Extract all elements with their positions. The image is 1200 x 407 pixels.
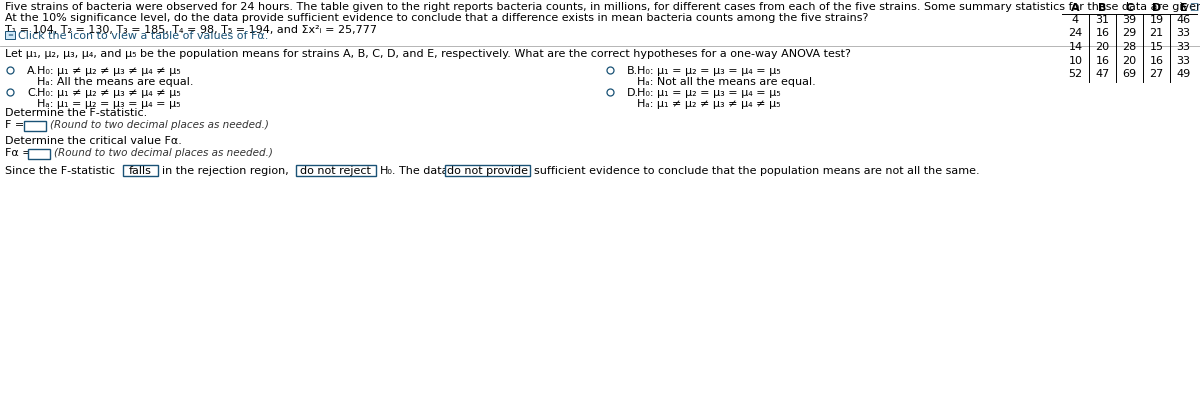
- Text: H₀.: H₀.: [379, 166, 396, 176]
- Text: 21: 21: [1150, 28, 1164, 39]
- Text: H₀: μ₁ = μ₂ = μ₃ = μ₄ = μ₅: H₀: μ₁ = μ₂ = μ₃ = μ₄ = μ₅: [637, 66, 781, 76]
- Text: T₁ = 104, T₂ = 130, T₃ = 185, T₄ = 98, T₅ = 194, and Σx²ᵢ = 25,777: T₁ = 104, T₂ = 130, T₃ = 185, T₄ = 98, T…: [5, 25, 377, 35]
- Text: 24: 24: [1068, 28, 1082, 39]
- Text: 10: 10: [1068, 55, 1082, 66]
- Text: 20: 20: [1122, 55, 1136, 66]
- Text: Determine the critical value Fα.: Determine the critical value Fα.: [5, 136, 182, 146]
- Text: D: D: [1152, 3, 1162, 13]
- Text: C: C: [1126, 3, 1134, 13]
- Text: A.: A.: [28, 66, 38, 76]
- FancyBboxPatch shape: [24, 121, 46, 131]
- Text: 39: 39: [1122, 15, 1136, 25]
- Text: 33: 33: [1176, 42, 1190, 52]
- Text: Click the icon to view a table of values of Fα.: Click the icon to view a table of values…: [18, 31, 269, 41]
- FancyBboxPatch shape: [445, 165, 530, 176]
- Text: 49: 49: [1176, 69, 1190, 79]
- Text: sufficient evidence to conclude that the population means are not all the same.: sufficient evidence to conclude that the…: [534, 166, 979, 176]
- Text: 16: 16: [1150, 55, 1164, 66]
- FancyBboxPatch shape: [5, 31, 14, 39]
- Text: 31: 31: [1096, 15, 1110, 25]
- Text: B.: B.: [628, 66, 638, 76]
- Text: H₀: μ₁ ≠ μ₂ ≠ μ₃ ≠ μ₄ ≠ μ₅: H₀: μ₁ ≠ μ₂ ≠ μ₃ ≠ μ₄ ≠ μ₅: [37, 88, 181, 98]
- Text: Hₐ: All the means are equal.: Hₐ: All the means are equal.: [37, 77, 193, 87]
- Text: (Round to two decimal places as needed.): (Round to two decimal places as needed.): [54, 148, 272, 158]
- Text: 28: 28: [1122, 42, 1136, 52]
- FancyBboxPatch shape: [28, 149, 50, 159]
- Text: □: □: [1189, 2, 1198, 12]
- Text: falls: falls: [128, 166, 151, 175]
- Text: 19: 19: [1150, 15, 1164, 25]
- Text: Hₐ: Not all the means are equal.: Hₐ: Not all the means are equal.: [637, 77, 816, 87]
- Text: H₀: μ₁ ≠ μ₂ ≠ μ₃ ≠ μ₄ ≠ μ₅: H₀: μ₁ ≠ μ₂ ≠ μ₃ ≠ μ₄ ≠ μ₅: [37, 66, 181, 76]
- Text: Determine the F-statistic.: Determine the F-statistic.: [5, 108, 148, 118]
- Text: Fα =: Fα =: [5, 148, 31, 158]
- Text: 52: 52: [1068, 69, 1082, 79]
- Text: E: E: [1180, 3, 1187, 13]
- Text: 16: 16: [1096, 55, 1110, 66]
- Text: 27: 27: [1150, 69, 1164, 79]
- FancyBboxPatch shape: [122, 165, 158, 176]
- Text: B: B: [1098, 3, 1106, 13]
- Text: 29: 29: [1122, 28, 1136, 39]
- Text: Hₐ: μ₁ ≠ μ₂ ≠ μ₃ ≠ μ₄ ≠ μ₅: Hₐ: μ₁ ≠ μ₂ ≠ μ₃ ≠ μ₄ ≠ μ₅: [637, 99, 780, 109]
- Text: do not provide: do not provide: [446, 166, 528, 175]
- Text: At the 10% significance level, do the data provide sufficient evidence to conclu: At the 10% significance level, do the da…: [5, 13, 869, 23]
- Text: D.: D.: [628, 88, 640, 98]
- Text: 46: 46: [1176, 15, 1190, 25]
- Text: F =: F =: [5, 120, 24, 130]
- Text: 15: 15: [1150, 42, 1164, 52]
- Text: C.: C.: [28, 88, 38, 98]
- Text: 33: 33: [1176, 28, 1190, 39]
- Text: The data: The data: [398, 166, 449, 176]
- FancyBboxPatch shape: [296, 165, 376, 176]
- Text: 47: 47: [1096, 69, 1110, 79]
- Text: Let μ₁, μ₂, μ₃, μ₄, and μ₅ be the population means for strains A, B, C, D, and E: Let μ₁, μ₂, μ₃, μ₄, and μ₅ be the popula…: [5, 49, 851, 59]
- Text: Hₐ: μ₁ = μ₂ = μ₃ = μ₄ = μ₅: Hₐ: μ₁ = μ₂ = μ₃ = μ₄ = μ₅: [37, 99, 180, 109]
- Text: 4: 4: [1072, 15, 1079, 25]
- Text: =: =: [7, 32, 13, 38]
- Text: H₀: μ₁ = μ₂ = μ₃ = μ₄ = μ₅: H₀: μ₁ = μ₂ = μ₃ = μ₄ = μ₅: [637, 88, 781, 98]
- Text: 69: 69: [1122, 69, 1136, 79]
- Text: (Round to two decimal places as needed.): (Round to two decimal places as needed.): [50, 120, 269, 130]
- Text: do not reject: do not reject: [300, 166, 371, 175]
- Text: Five strains of bacteria were observed for 24 hours. The table given to the righ: Five strains of bacteria were observed f…: [5, 2, 1200, 12]
- Text: 33: 33: [1176, 55, 1190, 66]
- Text: Since the F-statistic: Since the F-statistic: [5, 166, 115, 176]
- Text: 16: 16: [1096, 28, 1110, 39]
- Text: A: A: [1072, 3, 1080, 13]
- Text: in the rejection region,: in the rejection region,: [162, 166, 289, 176]
- Text: 20: 20: [1096, 42, 1110, 52]
- Text: 14: 14: [1068, 42, 1082, 52]
